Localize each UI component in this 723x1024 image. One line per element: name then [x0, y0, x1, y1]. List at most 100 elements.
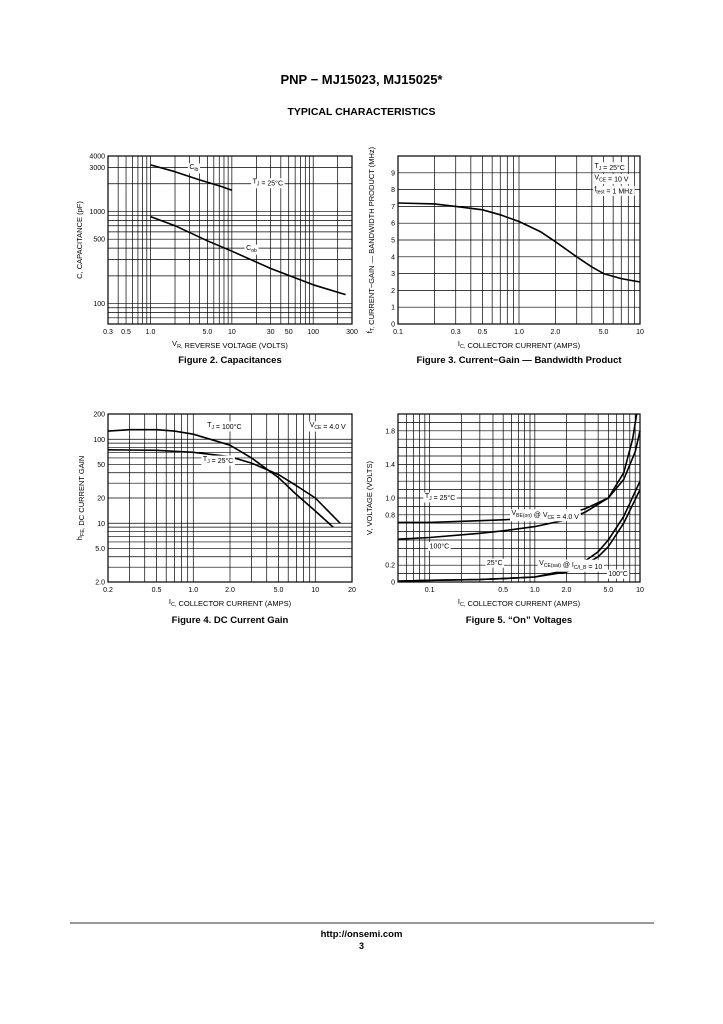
y-tick-label: 2 — [391, 288, 395, 295]
y-tick-label: 1.8 — [385, 428, 395, 435]
annotation: VBE(on) @ VCE = 4.0 V — [511, 510, 579, 521]
x-tick-label: 0.1 — [425, 587, 435, 594]
annotation: TJ = 25°C — [253, 179, 283, 188]
annotation: TJ = 100°C — [207, 422, 241, 431]
x-tick-label: 5.0 — [603, 587, 613, 594]
annotation-bg — [428, 541, 451, 551]
plot-frame — [397, 413, 641, 583]
y-tick-label: 100 — [93, 437, 105, 444]
x-tick-label: 10 — [228, 329, 236, 336]
chart-fig4: 0.2 0.5 1.0 2.0 5.0 10 20 2.0 5.0 10 20 50 100 200 IC,… — [75, 412, 356, 627]
y-axis-label: hFE, DC CURRENT GAIN — [75, 456, 86, 541]
y-tick-label: 1 — [391, 305, 395, 312]
annotation-bg — [537, 559, 604, 572]
chart-fig5: 0.1 0.5 1.0 2.0 5.0 10 0 0.2 0.8 1.0 1.4 1.8 IC, COL… — [365, 413, 644, 626]
x-tick-label: 20 — [348, 587, 356, 594]
y-tick-label: 1000 — [89, 209, 105, 216]
chart-fig3: 0.1 0.3 0.5 1.0 2.0 5.0 10 0 1 2 3 4 5 6 7 8 9 IC, COLLEC… — [365, 146, 644, 366]
series-line: Cob — [150, 215, 346, 296]
x-tick-label: 0.3 — [451, 329, 461, 336]
figure-caption: Figure 3. Current−Gain — Bandwidth Produ… — [416, 355, 622, 366]
y-tick-label: 4000 — [89, 154, 105, 161]
x-tick-label: 2.0 — [562, 587, 572, 594]
annotation: Cib — [189, 164, 198, 173]
y-tick-label: 0 — [391, 580, 395, 587]
y-tick-label: 6 — [391, 221, 395, 228]
annotation: VCE(sat) @ IC/I_B = 10 — [539, 560, 602, 571]
plot-frame — [107, 155, 353, 325]
x-tick-label: 100 — [307, 329, 319, 336]
y-tick-label: 1.0 — [385, 496, 395, 503]
x-axis-label: VR, REVERSE VOLTAGE (VOLTS) — [172, 339, 288, 350]
section-title: TYPICAL CHARACTERISTICS — [287, 106, 436, 118]
x-tick-label: 0.5 — [121, 329, 131, 336]
annotation-bg — [251, 178, 285, 189]
y-tick-label: 100 — [93, 301, 105, 308]
y-tick-label: 3000 — [89, 165, 105, 172]
y-tick-label: 7 — [391, 204, 395, 211]
x-tick-label: 2.0 — [225, 587, 235, 594]
annotation: TJ = 25°C — [203, 456, 233, 465]
y-tick-label: 4 — [391, 254, 395, 261]
y-tick-label: 500 — [93, 237, 105, 244]
annotation-bg — [592, 162, 627, 173]
x-tick-label: 10 — [636, 329, 644, 336]
series-line: Cib — [150, 164, 233, 191]
annotation: 100°C — [430, 542, 450, 550]
footer-rule — [70, 922, 654, 924]
y-tick-label: 3 — [391, 271, 395, 278]
x-tick-label: 0.1 — [393, 329, 403, 336]
y-tick-label: 2.0 — [95, 580, 105, 587]
annotation-bg — [485, 558, 505, 568]
annotation-bg — [308, 421, 348, 432]
y-tick-label: 9 — [391, 170, 395, 177]
y-tick-label: 50 — [97, 462, 105, 469]
chart-fig2: 0.3 0.5 1.0 5.0 10 30 50 100 300 100 500 1000 3000 40… — [75, 154, 358, 367]
annotation: Cob — [246, 245, 257, 254]
y-tick-label: 0 — [391, 322, 395, 329]
series-line: fT — [397, 202, 641, 283]
x-axis-label: IC, COLLECTOR CURRENT (AMPS) — [458, 597, 581, 608]
y-tick-label: 0.2 — [385, 563, 395, 570]
plot-frame — [397, 155, 641, 325]
annotation: 100°C — [608, 570, 628, 578]
x-tick-label: 0.2 — [103, 587, 113, 594]
x-tick-label: 1.0 — [146, 329, 156, 336]
annotation: VCE = 4.0 V — [310, 422, 346, 431]
y-tick-label: 1.4 — [385, 462, 395, 469]
y-axis-label: C, CAPACITANCE (pF) — [75, 201, 84, 279]
x-tick-label: 300 — [346, 329, 358, 336]
x-axis-label: IC, COLLECTOR CURRENT (AMPS) — [169, 597, 292, 608]
y-tick-label: 5 — [391, 238, 395, 245]
annotation-bg — [205, 421, 244, 432]
page-title: PNP − MJ15023, MJ15025* — [280, 72, 443, 87]
x-tick-label: 0.5 — [152, 587, 162, 594]
x-tick-label: 1.0 — [514, 329, 524, 336]
footer-url[interactable]: http://onsemi.com — [320, 929, 403, 940]
annotation: TJ = 25°C — [425, 493, 455, 502]
annotation-bg — [592, 174, 631, 185]
x-tick-label: 0.3 — [103, 329, 113, 336]
annotation-bg — [592, 185, 635, 196]
figure-caption: Figure 5. “On” Voltages — [466, 615, 572, 626]
x-tick-label: 10 — [311, 587, 319, 594]
x-tick-label: 0.5 — [478, 329, 488, 336]
x-tick-label: 5.0 — [274, 587, 284, 594]
plot-frame — [107, 413, 353, 583]
y-tick-label: 5.0 — [95, 546, 105, 553]
y-tick-label: 10 — [97, 521, 105, 528]
annotation-bg — [187, 163, 201, 174]
y-tick-label: 0.8 — [385, 512, 395, 519]
series-line: TJ = 25°C — [107, 449, 341, 524]
figure-caption: Figure 4. DC Current Gain — [172, 615, 289, 626]
annotation: TJ = 25°C — [594, 163, 624, 172]
x-tick-label: 0.5 — [498, 587, 508, 594]
y-tick-label: 200 — [93, 412, 105, 419]
x-tick-label: 50 — [285, 329, 293, 336]
annotation: ftest = 1 MHz — [594, 186, 633, 195]
x-tick-label: 30 — [267, 329, 275, 336]
annotation-bg — [606, 569, 630, 579]
figure-caption: Figure 2. Capacitances — [178, 355, 281, 366]
x-tick-label: 1.0 — [530, 587, 540, 594]
